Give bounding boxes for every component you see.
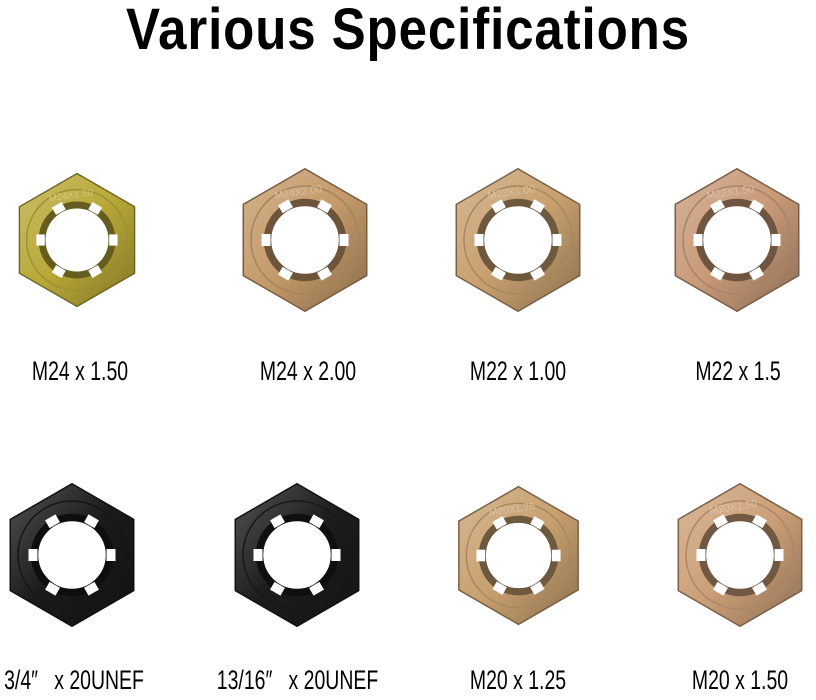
bore-notch	[696, 549, 706, 561]
bore-notch	[45, 581, 60, 596]
bore-notch	[491, 515, 507, 530]
bore-notch	[551, 549, 561, 561]
page-title: Various Specifications	[126, 0, 690, 62]
bore-notch	[88, 202, 103, 215]
nut-bore	[263, 198, 347, 282]
bore-notch	[771, 234, 781, 246]
bore-notch	[529, 580, 545, 595]
bore-notch	[530, 199, 545, 214]
nut-spec-label: 3/4″ x 20UNEF	[4, 665, 144, 695]
nut-bore	[478, 515, 558, 595]
bore-notch	[51, 202, 66, 215]
bore-notch	[491, 266, 506, 281]
nut-spec-label: M22 x 1.00	[469, 356, 567, 386]
bore-notch	[693, 234, 703, 246]
bore-notch	[51, 265, 66, 278]
bore-notch	[317, 266, 332, 281]
hex-nut-image: M24X1.50	[18, 172, 136, 308]
bore-notch	[317, 199, 332, 214]
bore-notch	[491, 199, 506, 214]
bore-notch	[45, 514, 60, 529]
bore-notch	[774, 549, 784, 561]
hex-nut-image: M22X1.00	[455, 167, 581, 313]
bore-notch	[713, 581, 728, 596]
bore-notch	[752, 514, 767, 529]
bore-notch	[752, 581, 767, 596]
bore-notch	[253, 549, 263, 561]
bore-notch	[491, 580, 507, 595]
hex-nut-image: M20X1.25	[457, 485, 579, 625]
bore-notch	[749, 199, 764, 214]
nut-spec-label: M20 x 1.50	[691, 665, 789, 695]
bore-notch	[261, 234, 271, 246]
hex-nut-image	[9, 482, 135, 628]
bore-notch	[530, 266, 545, 281]
bore-notch	[309, 581, 324, 596]
bore-notch	[713, 514, 728, 529]
nut-spec-label: M20 x 1.25	[469, 665, 567, 695]
nut-spec-label: 13/16″ x 20UNEF	[216, 665, 379, 695]
bore-notch	[36, 234, 45, 246]
bore-notch	[710, 266, 725, 281]
hex-nut-image: M20X1.50	[677, 482, 803, 628]
bore-notch	[529, 515, 545, 530]
bore-notch	[710, 199, 725, 214]
nut-bore	[30, 513, 114, 597]
nut-bore	[698, 513, 782, 597]
nut-spec-label: M24 x 2.00	[259, 356, 357, 386]
bore-notch	[270, 581, 285, 596]
nut-bore	[695, 198, 779, 282]
bore-notch	[270, 514, 285, 529]
hex-nut-image: M24X2.00	[242, 167, 368, 313]
bore-notch	[28, 549, 38, 561]
nut-spec-label: M22 x 1.5	[695, 356, 781, 386]
nut-bore	[38, 201, 116, 279]
bore-notch	[309, 514, 324, 529]
bore-notch	[84, 581, 99, 596]
bore-notch	[331, 549, 341, 561]
bore-notch	[474, 234, 484, 246]
nut-spec-label: M24 x 1.50	[31, 356, 129, 386]
bore-notch	[106, 549, 116, 561]
bore-notch	[475, 549, 485, 561]
bore-notch	[109, 234, 118, 246]
bore-notch	[552, 234, 562, 246]
bore-notch	[749, 266, 764, 281]
hex-nut-image	[234, 482, 360, 628]
nut-bore	[255, 513, 339, 597]
nut-bore	[476, 198, 560, 282]
bore-notch	[84, 514, 99, 529]
bore-notch	[278, 266, 293, 281]
bore-notch	[339, 234, 349, 246]
bore-notch	[278, 199, 293, 214]
hex-nut-image: M22X1.50	[674, 167, 800, 313]
bore-notch	[88, 265, 103, 278]
